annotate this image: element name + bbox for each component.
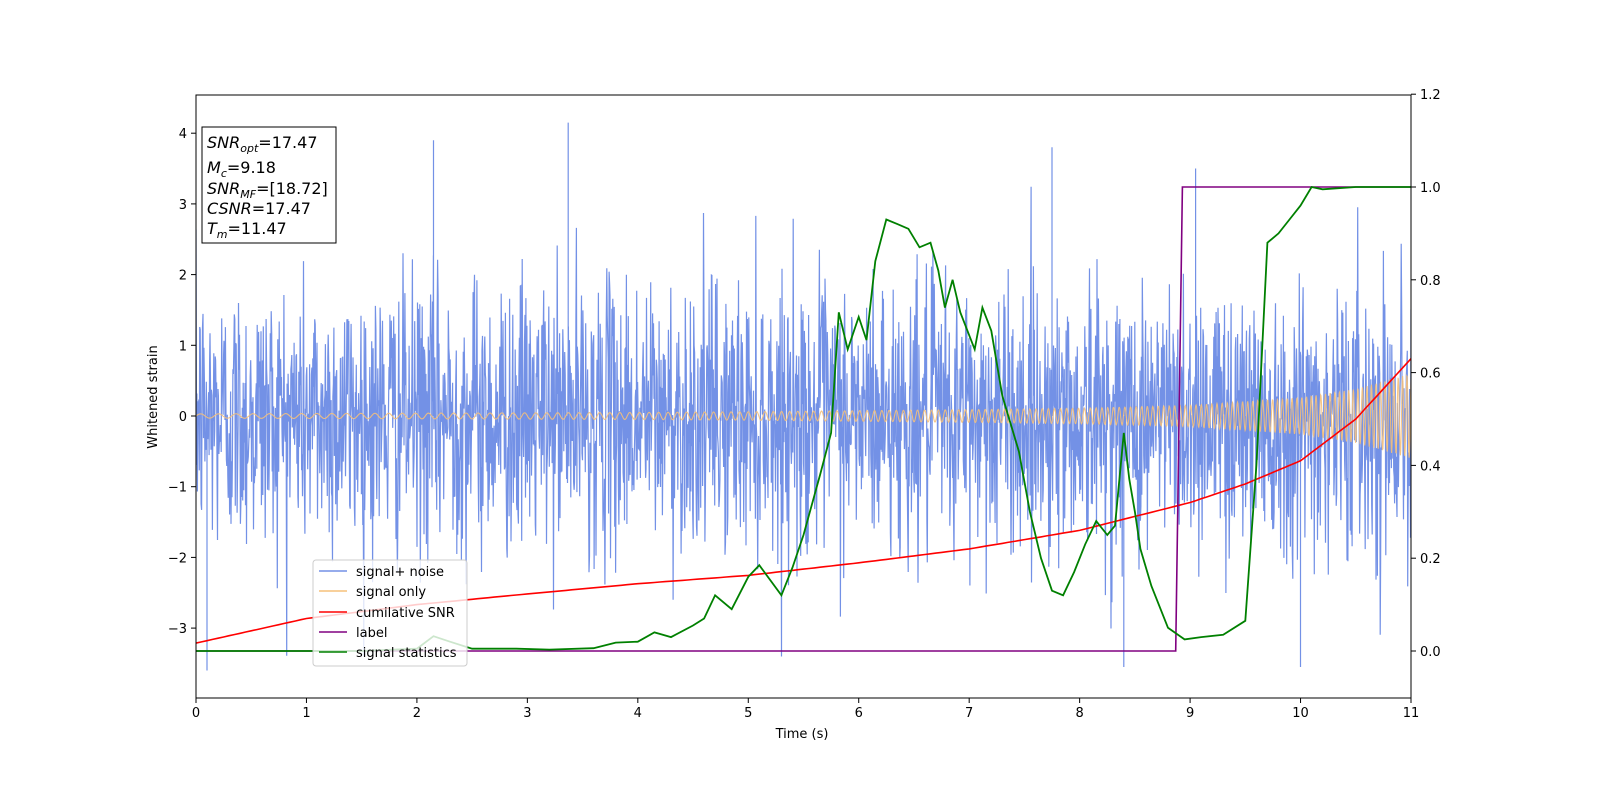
x-tick-label: 9 bbox=[1186, 706, 1194, 721]
info-snr-opt: SNRopt=17.47 bbox=[207, 133, 318, 155]
x-tick-label: 3 bbox=[523, 706, 531, 721]
legend-item-signal-plus-noise: signal+ noise bbox=[319, 565, 444, 580]
y2-tick-label: 1.2 bbox=[1420, 88, 1441, 103]
x-tick-label: 6 bbox=[855, 706, 863, 721]
y-tick-label: −1 bbox=[168, 481, 187, 496]
y-tick-label: −2 bbox=[168, 551, 187, 566]
y2-tick-label: 0.2 bbox=[1420, 552, 1441, 567]
legend: signal+ noise signal only cumilative SNR… bbox=[312, 559, 468, 667]
series-signal-only bbox=[196, 373, 1411, 458]
svg-text:label: label bbox=[356, 626, 387, 641]
y-axis-left: −3 −2 −1 0 1 2 3 4 bbox=[168, 127, 196, 637]
y-tick-label: 2 bbox=[179, 269, 187, 284]
info-box: SNRopt=17.47 Mc=9.18 SNRMF=[18.72] CSNR=… bbox=[201, 126, 337, 244]
plot-frame bbox=[195, 94, 1412, 699]
x-tick-label: 5 bbox=[744, 706, 752, 721]
legend-item-signal-only: signal only bbox=[319, 585, 426, 600]
legend-item-cumulative-snr: cumilative SNR bbox=[319, 606, 455, 621]
legend-item-signal-statistics: signal statistics bbox=[319, 646, 457, 661]
y-axis-right: 0.0 0.2 0.4 0.6 0.8 1.0 1.2 bbox=[1411, 88, 1441, 660]
y-tick-label: −3 bbox=[168, 622, 187, 637]
y2-tick-label: 0.0 bbox=[1420, 645, 1441, 660]
y-axis-label: Whitened strain bbox=[146, 345, 161, 448]
y-tick-label: 3 bbox=[179, 198, 187, 213]
svg-text:signal+ noise: signal+ noise bbox=[356, 565, 444, 580]
x-tick-label: 0 bbox=[192, 706, 200, 721]
info-csnr: CSNR=17.47 bbox=[207, 199, 311, 218]
y2-tick-label: 1.0 bbox=[1420, 181, 1441, 196]
y-tick-label: 4 bbox=[179, 127, 187, 142]
svg-text:cumilative SNR: cumilative SNR bbox=[356, 606, 455, 621]
info-mc: Mc=9.18 bbox=[207, 158, 276, 180]
legend-item-label: label bbox=[319, 626, 387, 641]
x-tick-label: 11 bbox=[1403, 706, 1420, 721]
series-label bbox=[196, 186, 1411, 652]
info-tm: Tm=11.47 bbox=[207, 219, 287, 241]
svg-text:signal statistics: signal statistics bbox=[356, 646, 457, 661]
x-tick-label: 8 bbox=[1075, 706, 1083, 721]
y-tick-label: 0 bbox=[179, 410, 187, 425]
x-tick-label: 1 bbox=[302, 706, 310, 721]
x-axis: 0 1 2 3 4 5 6 7 8 9 10 11 bbox=[192, 698, 1419, 721]
y-tick-label: 1 bbox=[179, 339, 187, 354]
y2-tick-label: 0.4 bbox=[1420, 459, 1441, 474]
series-signal-plus-noise bbox=[196, 122, 1411, 671]
x-tick-label: 7 bbox=[965, 706, 973, 721]
svg-text:signal only: signal only bbox=[356, 585, 426, 600]
y2-tick-label: 0.6 bbox=[1420, 367, 1441, 382]
x-axis-label: Time (s) bbox=[775, 727, 829, 742]
series-signal-statistics bbox=[196, 185, 1411, 652]
info-snr-mf: SNRMF=[18.72] bbox=[207, 179, 328, 201]
x-tick-label: 2 bbox=[413, 706, 421, 721]
x-tick-label: 10 bbox=[1292, 706, 1309, 721]
y2-tick-label: 0.8 bbox=[1420, 274, 1441, 289]
x-tick-label: 4 bbox=[634, 706, 642, 721]
